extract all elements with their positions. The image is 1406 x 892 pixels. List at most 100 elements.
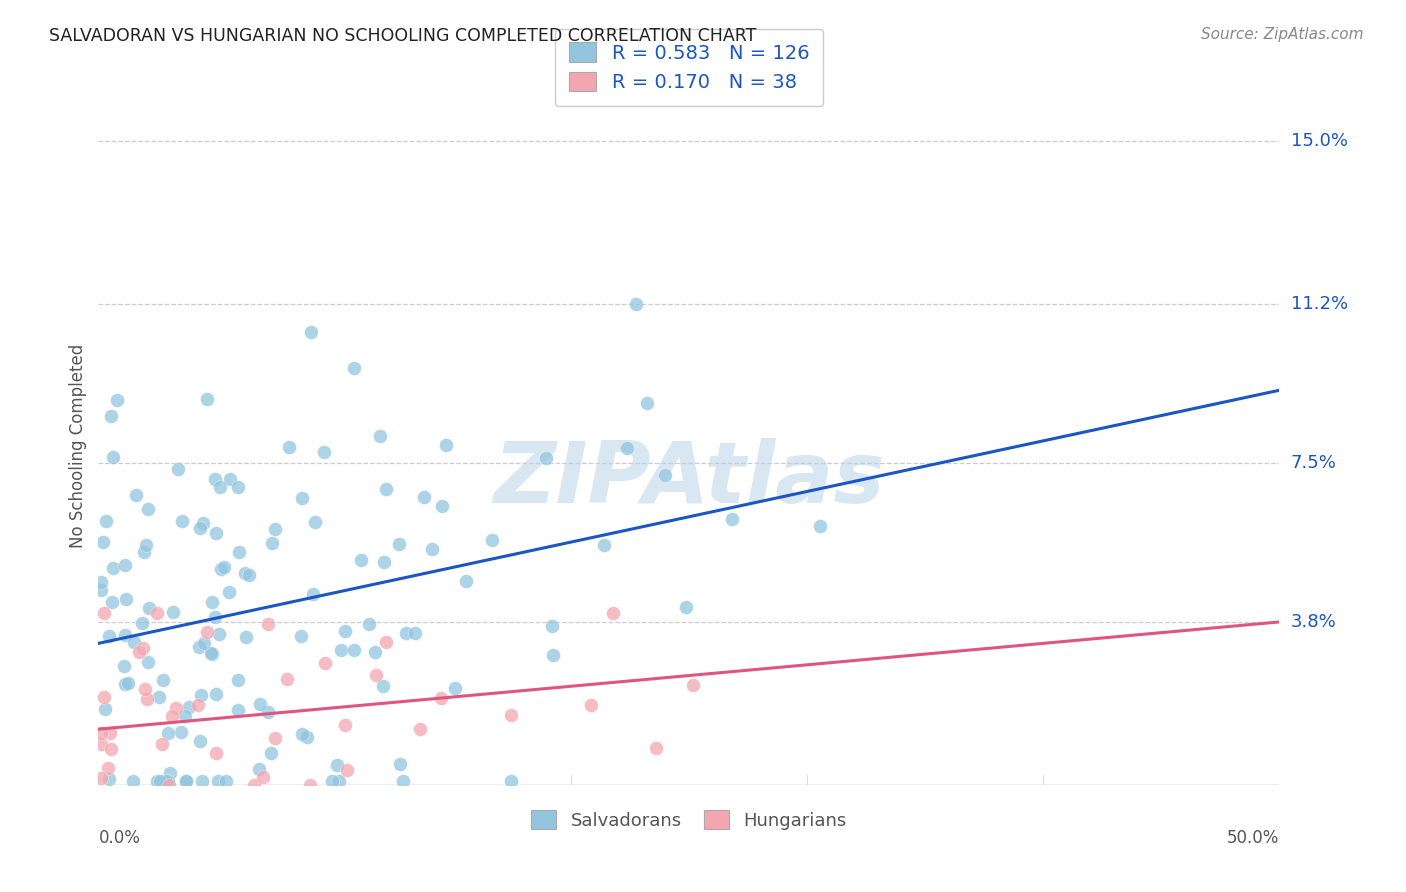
Point <box>242 778 264 792</box>
Point <box>173 709 195 723</box>
Point <box>152 673 174 687</box>
Point <box>146 607 169 621</box>
Point <box>328 773 350 788</box>
Text: 7.5%: 7.5% <box>1291 454 1337 472</box>
Point <box>264 522 287 536</box>
Point <box>205 525 228 540</box>
Point <box>260 746 283 760</box>
Point <box>128 645 150 659</box>
Point <box>330 643 353 657</box>
Point <box>388 757 411 772</box>
Point <box>218 584 240 599</box>
Point <box>90 725 112 739</box>
Point <box>326 758 349 772</box>
Point <box>501 708 523 723</box>
Point <box>374 634 396 648</box>
Point <box>343 361 366 376</box>
Point <box>333 624 356 639</box>
Point <box>93 690 115 704</box>
Point <box>98 629 121 643</box>
Point <box>335 717 357 731</box>
Point <box>357 617 380 632</box>
Point <box>188 734 211 748</box>
Point <box>117 676 139 690</box>
Point <box>138 600 160 615</box>
Point <box>350 553 373 567</box>
Point <box>388 537 411 551</box>
Point <box>682 677 704 691</box>
Point <box>135 538 157 552</box>
Point <box>429 691 451 706</box>
Text: 11.2%: 11.2% <box>1291 295 1348 313</box>
Text: 0.0%: 0.0% <box>98 829 141 847</box>
Point <box>201 595 224 609</box>
Point <box>645 741 668 756</box>
Point <box>105 392 128 407</box>
Point <box>197 392 219 406</box>
Point <box>436 438 458 452</box>
Point <box>302 587 325 601</box>
Text: Source: ZipAtlas.com: Source: ZipAtlas.com <box>1201 27 1364 42</box>
Point <box>499 773 522 788</box>
Point <box>101 595 124 609</box>
Point <box>193 636 215 650</box>
Point <box>675 599 697 614</box>
Point <box>233 566 256 581</box>
Point <box>228 545 250 559</box>
Text: 50.0%: 50.0% <box>1227 829 1279 847</box>
Point <box>136 692 159 706</box>
Point <box>304 515 326 529</box>
Point <box>200 646 222 660</box>
Point <box>412 490 434 504</box>
Point <box>160 709 183 723</box>
Point <box>90 771 112 785</box>
Point <box>90 574 112 589</box>
Point <box>409 722 432 736</box>
Point <box>204 609 226 624</box>
Point <box>193 516 215 531</box>
Point <box>167 462 190 476</box>
Point <box>808 519 831 533</box>
Point <box>228 673 250 688</box>
Point <box>187 698 209 712</box>
Point <box>149 773 172 788</box>
Point <box>420 541 443 556</box>
Point <box>212 559 235 574</box>
Point <box>170 724 193 739</box>
Point <box>209 562 232 576</box>
Point <box>602 607 624 621</box>
Point <box>100 409 122 423</box>
Point <box>112 659 135 673</box>
Point <box>115 591 138 606</box>
Point <box>299 778 322 792</box>
Point <box>593 538 616 552</box>
Point <box>404 625 426 640</box>
Text: SALVADORAN VS HUNGARIAN NO SCHOOLING COMPLETED CORRELATION CHART: SALVADORAN VS HUNGARIAN NO SCHOOLING COM… <box>49 27 756 45</box>
Point <box>257 705 280 719</box>
Point <box>114 558 136 573</box>
Point <box>260 536 283 550</box>
Point <box>91 534 114 549</box>
Point <box>432 499 454 513</box>
Point <box>150 737 173 751</box>
Point <box>157 726 180 740</box>
Point <box>204 472 226 486</box>
Point <box>371 679 394 693</box>
Point <box>257 616 280 631</box>
Point <box>131 615 153 630</box>
Point <box>364 645 387 659</box>
Point <box>132 641 155 656</box>
Point <box>226 480 249 494</box>
Point <box>97 761 120 775</box>
Point <box>157 773 180 788</box>
Point <box>176 773 198 788</box>
Point <box>195 625 218 640</box>
Point <box>276 672 298 686</box>
Point <box>541 648 564 662</box>
Point <box>205 688 228 702</box>
Point <box>97 772 120 786</box>
Point <box>636 396 658 410</box>
Point <box>191 773 214 788</box>
Point <box>290 629 312 643</box>
Point <box>249 697 271 711</box>
